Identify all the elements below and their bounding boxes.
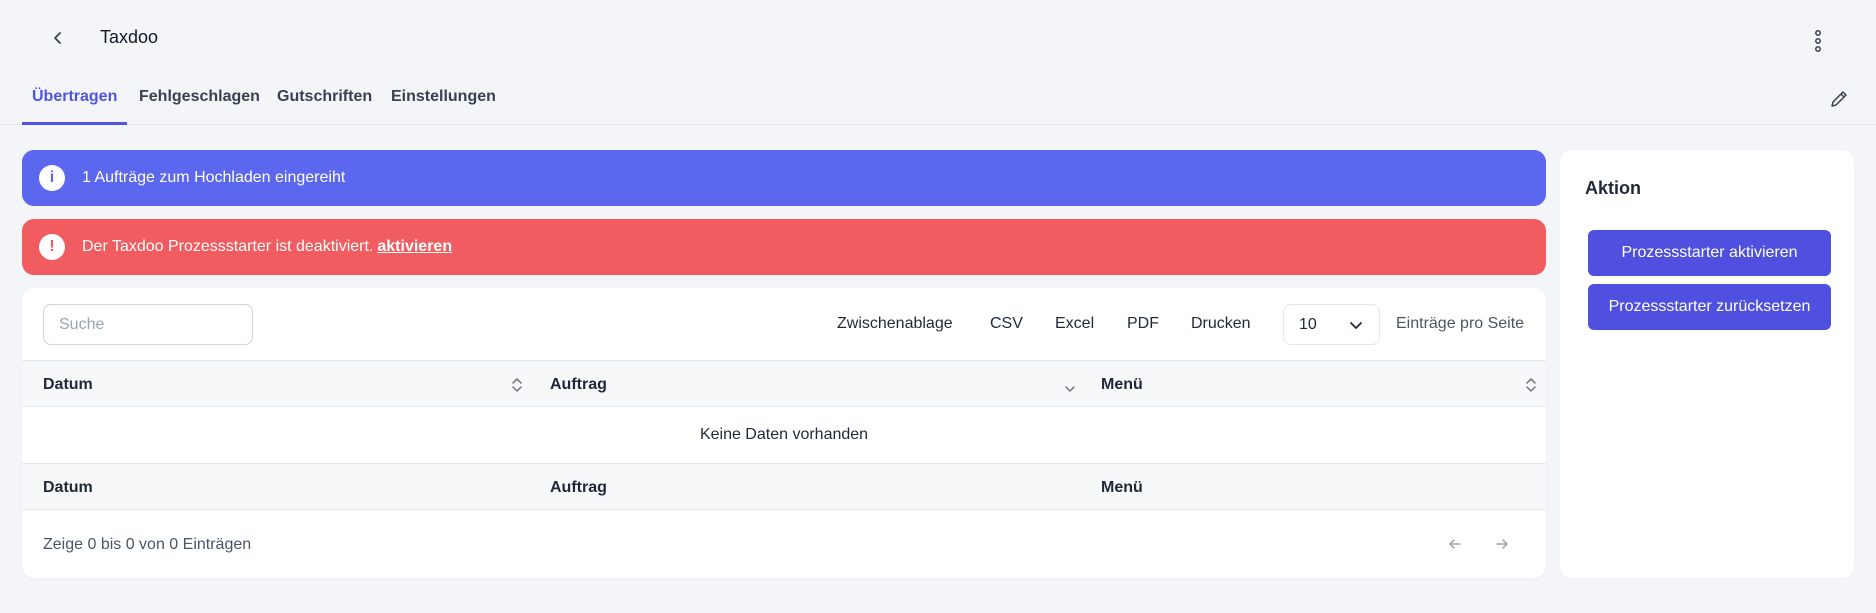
page-size-value: 10 [1299, 315, 1317, 333]
chevron-down-icon [1350, 322, 1362, 329]
chevron-left-icon [54, 32, 61, 44]
exclamation-icon: ! [39, 234, 65, 260]
tab-fehlgeschlagen[interactable]: Fehlgeschlagen [139, 88, 260, 105]
page-header: Taxdoo [0, 0, 1876, 80]
page-size-label: Einträge pro Seite [1396, 315, 1525, 332]
arrow-left-icon [1449, 539, 1461, 549]
sort-desc-icon[interactable] [1063, 381, 1077, 397]
tab-einstellungen[interactable]: Einstellungen [391, 88, 496, 105]
arrow-right-icon [1496, 539, 1508, 549]
empty-table-message: Keine Daten vorhanden [699, 426, 869, 443]
activate-link[interactable]: aktivieren [377, 238, 453, 255]
back-button[interactable] [46, 26, 70, 50]
action-card-title: Aktion [1585, 178, 1641, 198]
tab-bar: Übertragen Fehlgeschlagen Gutschriften E… [0, 78, 1876, 125]
table-card: Zwischenablage CSV Excel PDF Drucken 10 … [22, 288, 1546, 578]
column-header-datum[interactable]: Datum [43, 375, 93, 393]
print-button[interactable]: Drucken [1191, 315, 1251, 332]
column-header-auftrag[interactable]: Auftrag [550, 375, 607, 393]
table-header: Datum Auftrag Menü [22, 360, 1546, 407]
table-footer: Datum Auftrag Menü [22, 463, 1546, 510]
activate-process-starter-button[interactable]: Prozessstarter aktivieren [1588, 230, 1831, 276]
tab-gutschriften[interactable]: Gutschriften [277, 88, 373, 105]
edit-button[interactable] [1828, 88, 1850, 110]
action-card: Aktion Prozessstarter aktivieren Prozess… [1560, 150, 1854, 578]
footer-column-auftrag: Auftrag [550, 478, 607, 496]
export-excel-button[interactable]: Excel [1055, 315, 1095, 332]
sort-icon[interactable] [1524, 377, 1538, 393]
previous-page-button[interactable] [1443, 532, 1467, 556]
info-icon: i [39, 165, 65, 191]
kebab-menu-icon [1815, 30, 1821, 52]
page-title: Taxdoo [100, 27, 159, 47]
next-page-button[interactable] [1490, 532, 1514, 556]
footer-column-menue: Menü [1101, 478, 1143, 496]
reset-process-starter-button[interactable]: Prozessstarter zurücksetzen [1588, 284, 1831, 330]
column-header-menue[interactable]: Menü [1101, 375, 1143, 393]
more-options-button[interactable] [1806, 26, 1830, 56]
sort-icon[interactable] [510, 377, 524, 393]
table-info: Zeige 0 bis 0 von 0 Einträgen [43, 536, 252, 553]
search-input[interactable] [43, 304, 253, 345]
footer-column-datum: Datum [43, 478, 93, 496]
export-pdf-button[interactable]: PDF [1127, 315, 1159, 332]
export-csv-button[interactable]: CSV [990, 315, 1023, 332]
warning-alert-text: Der Taxdoo Prozessstarter ist deaktivier… [82, 238, 374, 255]
export-clipboard-button[interactable]: Zwischenablage [837, 315, 953, 332]
info-alert: i 1 Aufträge zum Hochladen eingereiht [22, 150, 1546, 206]
tab-uebertragen[interactable]: Übertragen [22, 78, 128, 125]
pencil-icon [1831, 91, 1847, 107]
info-alert-text: 1 Aufträge zum Hochladen eingereiht [82, 169, 346, 186]
page-size-select[interactable]: 10 [1283, 304, 1380, 345]
warning-alert: ! Der Taxdoo Prozessstarter ist deaktivi… [22, 219, 1546, 275]
